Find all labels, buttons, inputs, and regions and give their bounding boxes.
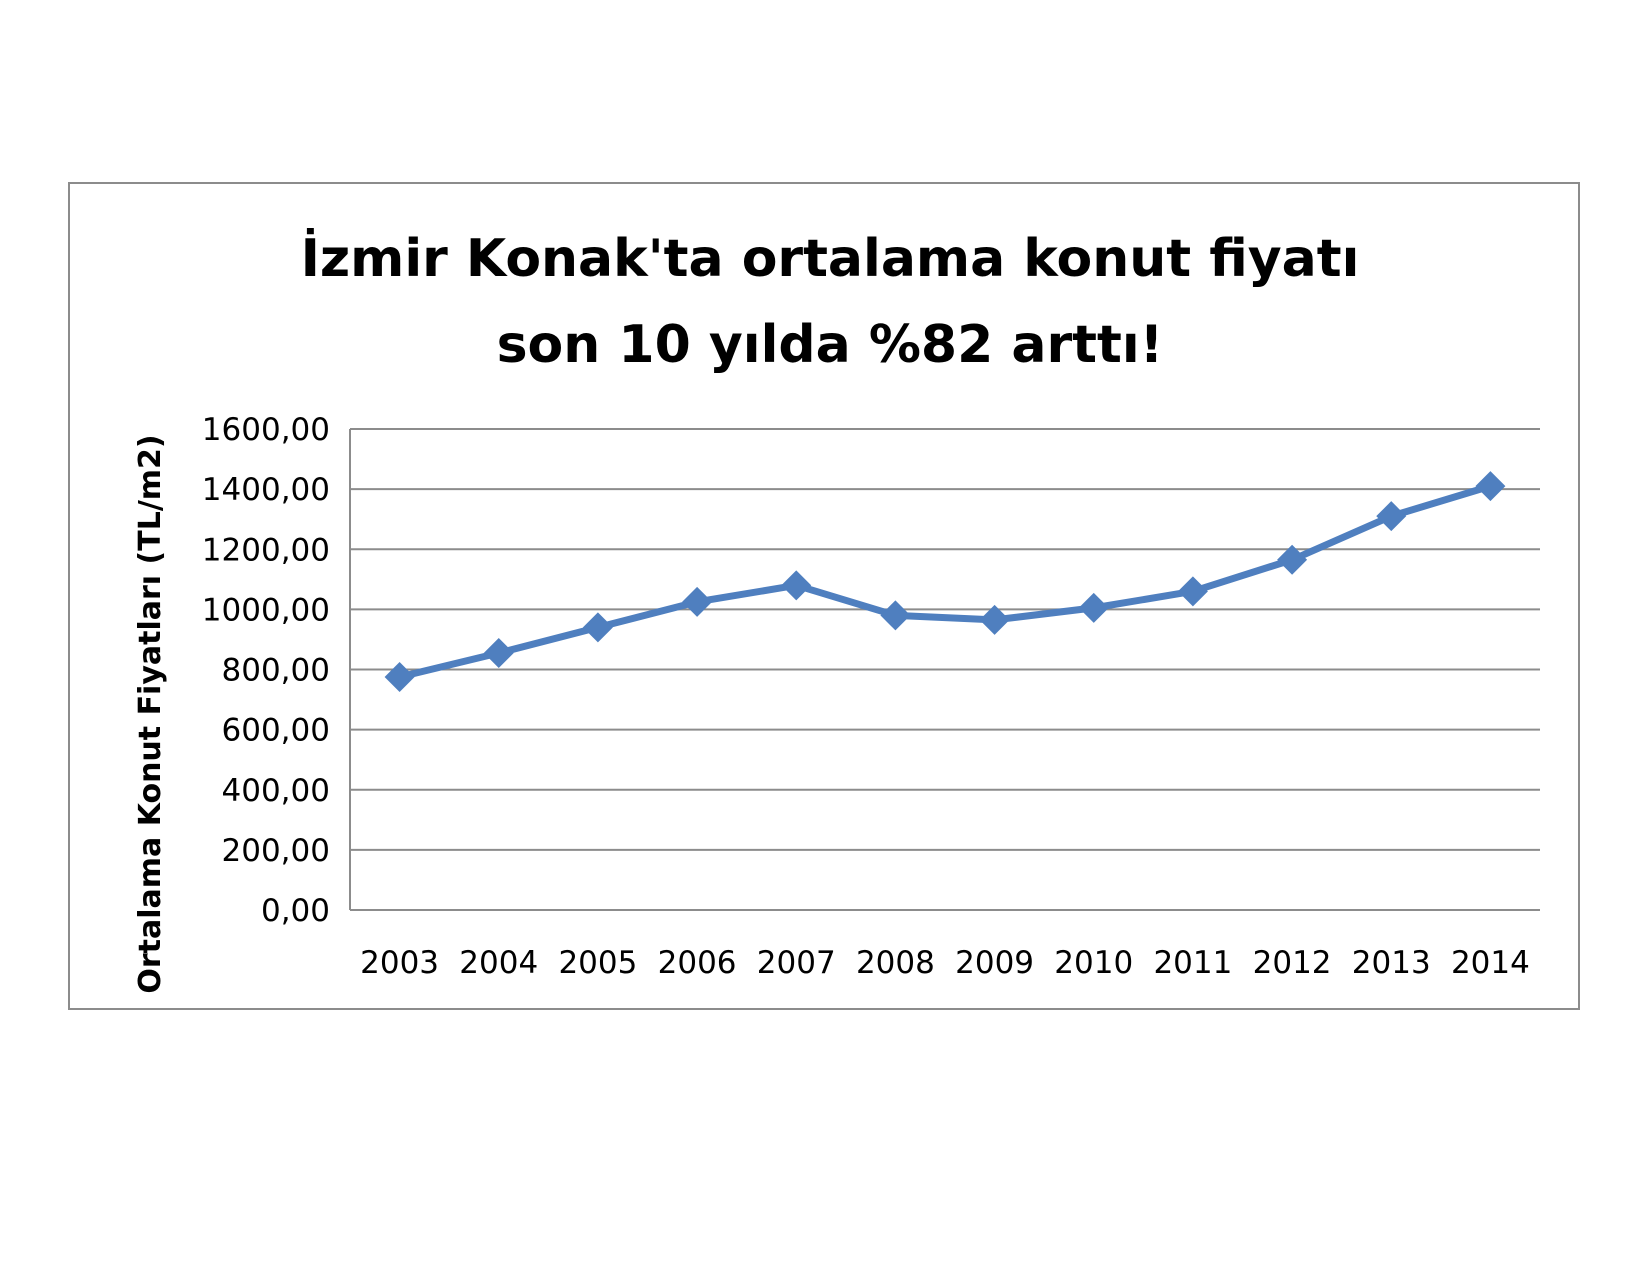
x-tick-label: 2006 [658,945,737,981]
data-point-marker [1376,501,1407,532]
x-tick-label: 2010 [1054,945,1133,981]
data-point-marker [1277,544,1308,575]
y-tick-label: 1600,00 [202,412,330,448]
chart-title: İzmir Konak'ta ortalama konut fiyatı son… [301,228,1360,375]
chart-title-line-2: son 10 yılda %82 arttı! [497,315,1164,375]
line-chart: İzmir Konak'ta ortalama konut fiyatı son… [133,228,1540,994]
grid-lines [349,428,1540,911]
data-point-marker [682,586,713,617]
y-tick-label: 1200,00 [202,532,330,568]
x-tick-label: 2003 [360,945,439,981]
data-point-marker [582,612,613,643]
x-tick-label: 2011 [1153,945,1232,981]
y-tick-label: 600,00 [222,713,330,749]
x-tick-label: 2004 [459,945,538,981]
x-tick-label: 2012 [1253,945,1332,981]
x-tick-label: 2005 [558,945,637,981]
data-point-marker [880,600,911,631]
x-tick-label: 2009 [955,945,1034,981]
chart-title-line-1: İzmir Konak'ta ortalama konut fiyatı [301,228,1360,289]
data-point-marker [1475,471,1506,502]
x-tick-label: 2014 [1451,945,1530,981]
y-tick-labels: 0,00 200,00 400,00 600,00 800,00 1000,00 1200,… [202,412,330,929]
x-tick-label: 2013 [1352,945,1431,981]
y-tick-label: 1000,00 [202,592,330,628]
x-tick-labels: 2003 2004 2005 2006 2007 2008 2009 2010 2011 2012… [360,945,1530,981]
data-series [384,471,1506,693]
data-point-marker [979,604,1010,635]
data-point-marker [1078,592,1109,623]
x-tick-label: 2008 [856,945,935,981]
data-point-marker [483,637,514,668]
chart-frame: İzmir Konak'ta ortalama konut fiyatı son… [68,182,1580,1010]
y-axis-title: Ortalama Konut Fiyatları (TL/m2) [133,434,168,993]
data-point-marker [384,662,415,693]
x-tick-label: 2007 [757,945,836,981]
y-tick-label: 0,00 [261,893,330,929]
series-line [396,482,1494,681]
data-point-marker [781,570,812,601]
y-tick-label: 1400,00 [202,472,330,508]
y-tick-label: 200,00 [222,833,330,869]
y-tick-label: 400,00 [222,773,330,809]
data-point-marker [1177,576,1208,607]
y-tick-label: 800,00 [222,653,330,689]
